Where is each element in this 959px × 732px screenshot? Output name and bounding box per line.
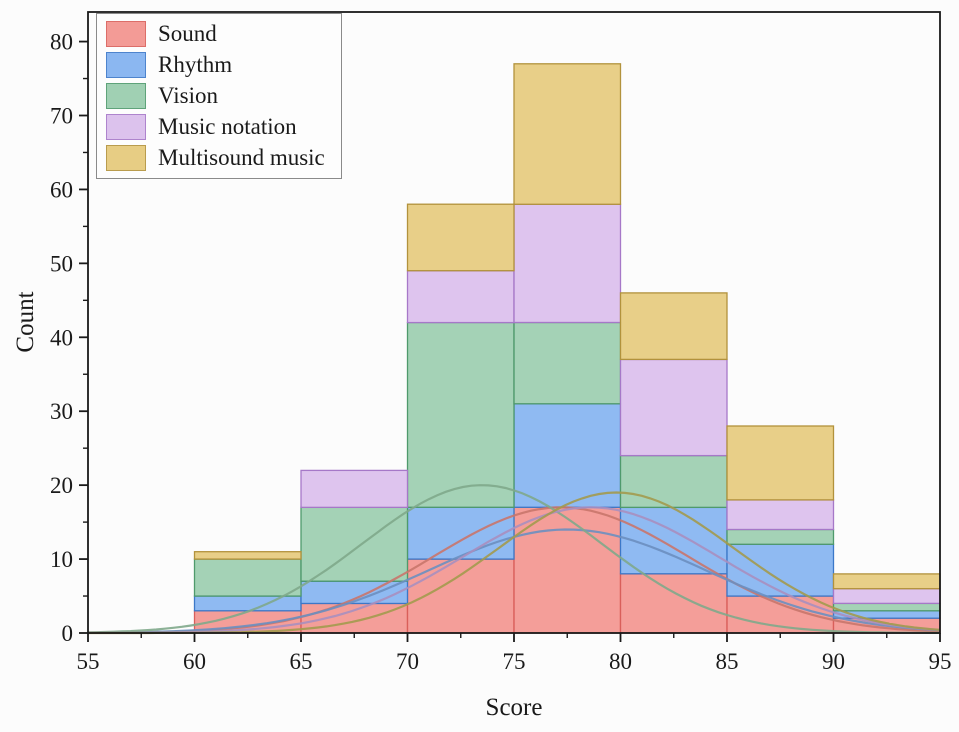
y-tick-label: 0 (62, 621, 74, 646)
bar-segment-multisound-music (193, 551, 302, 560)
bar-segment-music-notation (406, 270, 515, 324)
legend-label: Vision (158, 83, 218, 109)
bar-segment-music-notation (832, 587, 941, 605)
legend-swatch-music-notation (106, 114, 146, 140)
fit-curve-vision (87, 484, 940, 634)
y-tick-label: 70 (50, 104, 73, 129)
x-tick-label: 90 (822, 649, 845, 674)
legend-item-multisound-music: Multisound music (106, 145, 325, 171)
bar-segment-multisound-music (619, 292, 728, 361)
legend-item-music-notation: Music notation (106, 114, 325, 140)
x-tick-label: 80 (609, 649, 632, 674)
bar-segment-vision (406, 321, 515, 508)
y-tick-label: 10 (50, 547, 73, 572)
x-axis-label: Score (485, 694, 543, 721)
legend-swatch-rhythm (106, 52, 146, 78)
legend-label: Rhythm (158, 52, 233, 78)
bars-group (193, 63, 941, 634)
fit-curve-music-notation (88, 506, 941, 634)
x-tick-label: 60 (183, 649, 206, 674)
x-axis-ticks: 55 60 65 70 75 80 85 90 95 (77, 633, 952, 674)
bar-segment-vision (726, 528, 835, 545)
bar-segment-vision (832, 602, 941, 612)
bar-segment-multisound-music (513, 63, 622, 205)
legend: Sound Rhythm Vision Music notation Multisoun… (96, 13, 342, 179)
bar-segment-vision (193, 558, 302, 597)
bar-segment-music-notation (513, 203, 622, 324)
y-tick-label: 50 (50, 251, 73, 276)
legend-swatch-multisound-music (106, 145, 146, 171)
legend-item-vision: Vision (106, 83, 325, 109)
legend-item-rhythm: Rhythm (106, 52, 325, 78)
bar-segment-rhythm (513, 403, 622, 508)
legend-swatch-vision (106, 83, 146, 109)
bar-segment-music-notation (300, 469, 409, 509)
x-tick-label: 75 (503, 649, 526, 674)
x-tick-label: 95 (929, 649, 952, 674)
y-tick-label: 60 (50, 177, 73, 202)
bar-segment-rhythm (193, 595, 302, 612)
y-tick-label: 40 (50, 325, 73, 350)
y-tick-label: 80 (50, 30, 73, 55)
legend-label: Music notation (158, 114, 297, 140)
y-axis-label: Count (12, 291, 39, 353)
x-tick-label: 65 (290, 649, 313, 674)
bar-segment-music-notation (726, 499, 835, 531)
y-tick-label: 30 (50, 399, 73, 424)
bar-segment-multisound-music (726, 425, 835, 501)
legend-item-sound: Sound (106, 21, 325, 47)
bar-segment-rhythm (406, 506, 515, 560)
bar-segment-sound (513, 506, 622, 634)
bar-segment-vision (513, 321, 622, 405)
bar-segment-music-notation (619, 358, 728, 457)
bar-segment-multisound-music (406, 203, 515, 272)
bar-segment-vision (619, 454, 728, 509)
x-tick-label: 55 (77, 649, 100, 674)
bar-segment-vision (300, 506, 409, 582)
y-axis-ticks: 0 10 20 30 40 50 60 70 80 (50, 30, 88, 646)
y-tick-label: 20 (50, 473, 73, 498)
legend-swatch-sound (106, 21, 146, 47)
bar-segment-multisound-music (832, 573, 941, 590)
legend-label: Multisound music (158, 145, 325, 171)
legend-label: Sound (158, 21, 217, 47)
x-tick-label: 70 (396, 649, 419, 674)
bar-segment-sound (619, 573, 728, 634)
x-tick-label: 85 (716, 649, 739, 674)
